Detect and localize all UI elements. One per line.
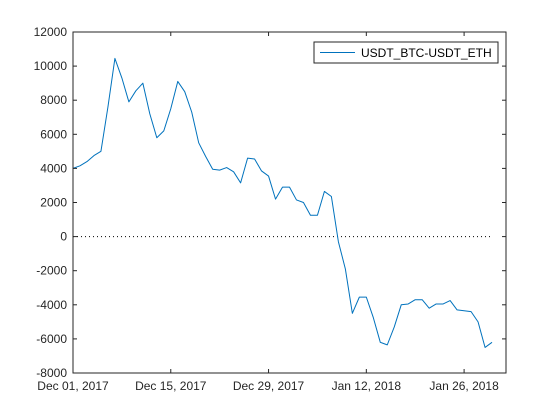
plot-area <box>73 32 506 373</box>
legend-box <box>313 41 499 64</box>
x-tick-label: Dec 15, 2017 <box>135 379 207 393</box>
y-tick-label: 8000 <box>40 93 67 107</box>
series-line-usdt-btc-usdt-eth <box>72 57 493 348</box>
y-tick-label: 12000 <box>34 25 68 39</box>
legend: USDT_BTC-USDT_ETH <box>313 41 499 64</box>
legend-label: USDT_BTC-USDT_ETH <box>361 46 492 60</box>
y-tick-label: -4000 <box>36 298 67 312</box>
x-tick-label: Jan 12, 2018 <box>332 379 402 393</box>
x-axis-ticks: Dec 01, 2017 Dec 15, 2017 Dec 29, 2017 Jan … <box>37 32 499 393</box>
x-tick-label: Dec 29, 2017 <box>233 379 305 393</box>
y-tick-label: 0 <box>60 230 67 244</box>
y-tick-label: 10000 <box>34 59 68 73</box>
y-tick-label: -2000 <box>36 264 67 278</box>
plot-frame <box>72 31 507 374</box>
y-tick-label: -8000 <box>36 366 67 380</box>
y-tick-label: 4000 <box>40 161 67 175</box>
y-axis-ticks: -8000 -6000 -4000 -2000 0 2000 4000 6000 8000 100… <box>34 25 506 380</box>
x-tick-label: Dec 01, 2017 <box>37 379 109 393</box>
y-tick-label: 2000 <box>40 196 67 210</box>
x-tick-label: Jan 26, 2018 <box>429 379 499 393</box>
y-tick-label: 6000 <box>40 127 67 141</box>
y-tick-label: -6000 <box>36 332 67 346</box>
